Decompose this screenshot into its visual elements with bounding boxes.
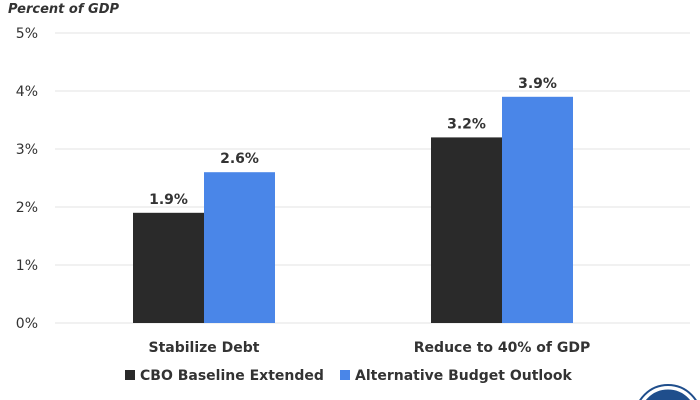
x-category-label: Reduce to 40% of GDP	[414, 340, 590, 356]
logo-icon	[639, 384, 697, 400]
y-tick-label: 1%	[16, 258, 38, 274]
data-label: 1.9%	[149, 192, 188, 208]
data-label: 3.2%	[447, 116, 486, 132]
legend-label: CBO Baseline Extended	[140, 368, 324, 384]
bar	[502, 96, 573, 323]
y-axis-title: Percent of GDP	[8, 2, 119, 17]
data-label: 3.9%	[518, 76, 557, 92]
y-tick-label: 2%	[16, 200, 38, 216]
bar	[431, 137, 502, 323]
y-tick-label: 5%	[16, 26, 38, 42]
x-category-label: Stabilize Debt	[149, 340, 260, 356]
y-tick-label: 4%	[16, 84, 38, 100]
y-tick-label: 0%	[16, 316, 38, 332]
data-label: 2.6%	[220, 151, 259, 167]
legend-swatch	[340, 370, 350, 380]
legend-label: Alternative Budget Outlook	[355, 368, 572, 384]
legend-swatch	[125, 370, 135, 380]
y-tick-label: 3%	[16, 142, 38, 158]
bar	[204, 172, 275, 323]
bar	[133, 212, 204, 323]
